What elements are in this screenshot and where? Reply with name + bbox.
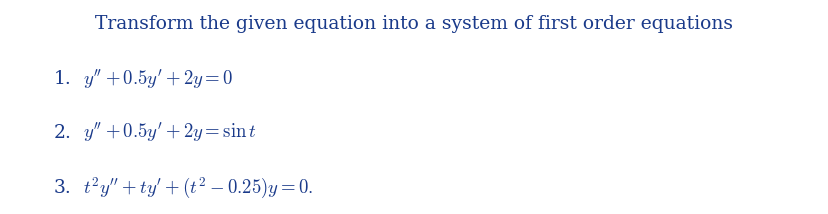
- Text: $y'' + 0.5y' + 2y = \sin t$: $y'' + 0.5y' + 2y = \sin t$: [83, 121, 257, 144]
- Text: 1.: 1.: [54, 70, 71, 88]
- Text: 3.: 3.: [54, 179, 71, 197]
- Text: 2.: 2.: [54, 124, 72, 142]
- Text: $y'' + 0.5y' + 2y = 0$: $y'' + 0.5y' + 2y = 0$: [83, 67, 233, 91]
- Text: $t^2y'' + ty' + (t^2 - 0.25)y = 0.$: $t^2y'' + ty' + (t^2 - 0.25)y = 0.$: [83, 176, 313, 201]
- Text: Transform the given equation into a system of first order equations: Transform the given equation into a syst…: [95, 15, 733, 33]
